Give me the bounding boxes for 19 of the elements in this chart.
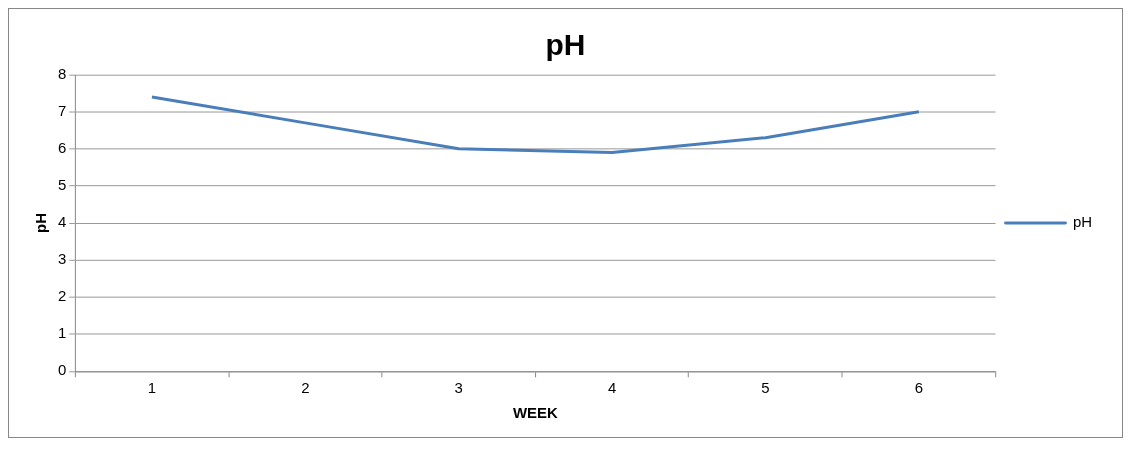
x-tick-label: 2 [301, 379, 310, 397]
x-tick-label: 3 [454, 379, 463, 397]
y-tick-label: 2 [57, 287, 67, 305]
y-tick-label: 6 [57, 138, 67, 156]
x-axis-title: WEEK [512, 404, 559, 422]
y-tick-label: 5 [57, 176, 67, 194]
x-tick-label: 5 [761, 379, 770, 397]
y-tick-label: 7 [57, 101, 67, 119]
x-tick-label: 4 [607, 379, 617, 397]
y-tick-label: 4 [57, 213, 67, 231]
y-tick-label: 1 [57, 324, 67, 342]
y-tick-label: 0 [57, 361, 67, 379]
x-tick-label: 1 [147, 379, 157, 397]
x-tick-label: 6 [914, 379, 924, 397]
legend-label: pH [1072, 213, 1093, 231]
chart-title: pH [545, 28, 586, 62]
y-axis-title: pH [32, 213, 50, 233]
y-tick-label: 3 [57, 250, 67, 268]
y-tick-label: 8 [57, 64, 67, 82]
